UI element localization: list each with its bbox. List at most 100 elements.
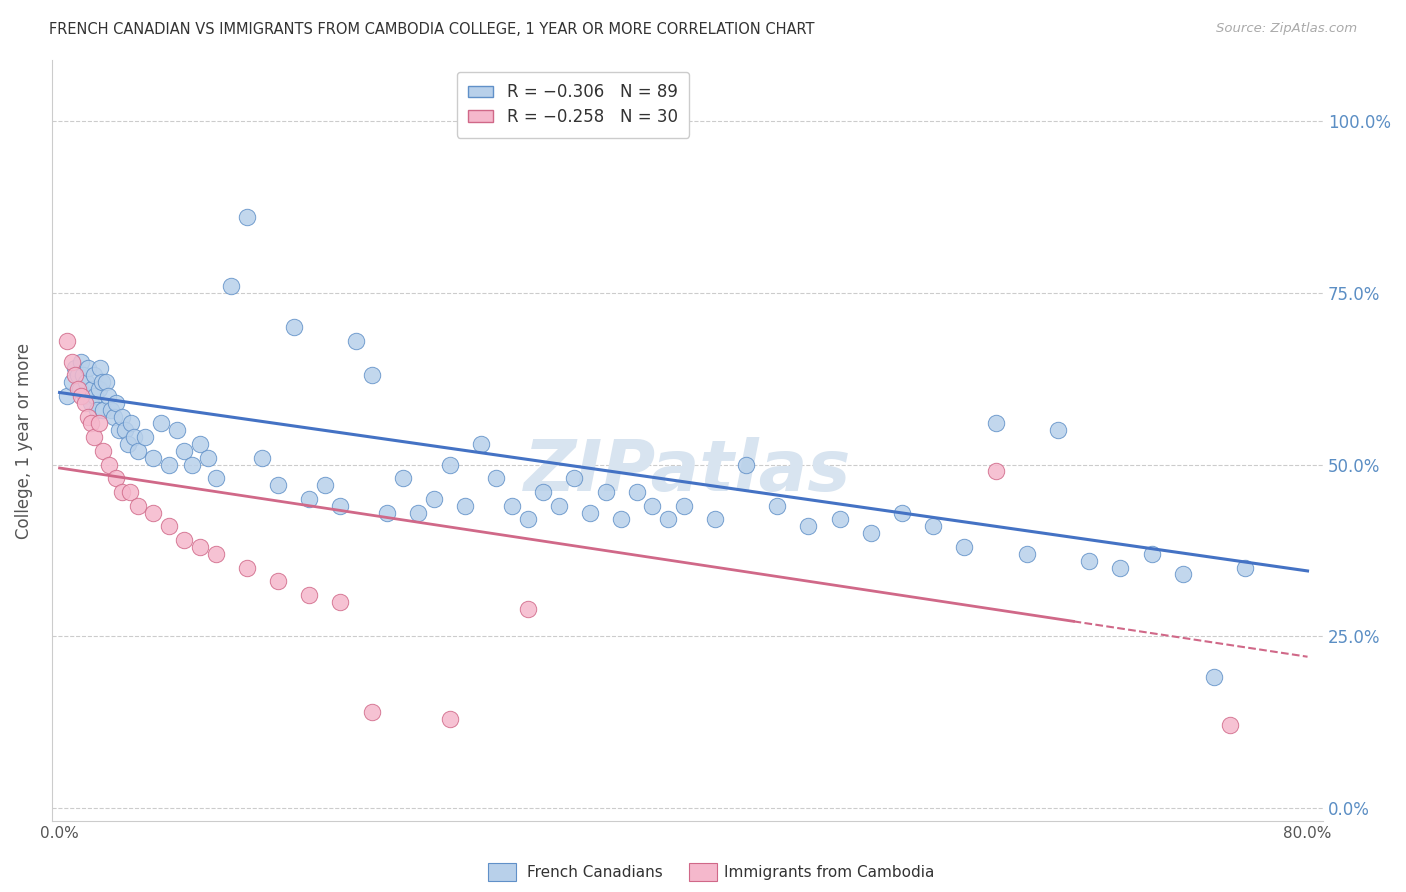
Point: [454, 499, 477, 513]
Point: [166, 423, 188, 437]
Point: [188, 437, 211, 451]
Point: [76, 409, 98, 424]
Point: [329, 595, 352, 609]
Point: [80, 417, 103, 431]
Point: [108, 423, 131, 437]
Y-axis label: College, 1 year or more: College, 1 year or more: [15, 343, 32, 539]
Point: [391, 471, 413, 485]
Point: [1078, 554, 1101, 568]
Point: [73, 389, 96, 403]
Point: [84, 389, 107, 403]
Point: [439, 458, 461, 472]
Point: [157, 519, 180, 533]
Point: [127, 499, 149, 513]
Point: [890, 506, 912, 520]
Point: [87, 417, 110, 431]
Point: [439, 711, 461, 725]
Point: [97, 389, 120, 403]
Point: [423, 491, 446, 506]
Point: [735, 458, 758, 472]
Point: [1218, 718, 1240, 732]
Point: [828, 512, 851, 526]
Point: [626, 485, 648, 500]
Point: [76, 361, 98, 376]
Point: [181, 458, 204, 472]
Point: [360, 705, 382, 719]
Point: [63, 368, 86, 383]
Point: [87, 382, 110, 396]
Point: [922, 519, 945, 533]
Point: [188, 540, 211, 554]
Point: [104, 396, 127, 410]
Point: [267, 478, 290, 492]
Point: [117, 437, 139, 451]
Point: [235, 560, 257, 574]
Point: [766, 499, 789, 513]
Point: [90, 375, 112, 389]
Point: [103, 409, 125, 424]
Point: [80, 396, 103, 410]
Point: [100, 402, 122, 417]
Point: [470, 437, 492, 451]
Point: [149, 417, 172, 431]
Point: [298, 588, 321, 602]
Legend: R = −0.306   N = 89, R = −0.258   N = 30: R = −0.306 N = 89, R = −0.258 N = 30: [457, 71, 689, 137]
Text: Immigrants from Cambodia: Immigrants from Cambodia: [724, 865, 935, 880]
Point: [1109, 560, 1132, 574]
Point: [344, 334, 367, 348]
Point: [516, 512, 538, 526]
Point: [157, 458, 180, 472]
Point: [60, 354, 83, 368]
Point: [91, 402, 114, 417]
Point: [70, 354, 93, 368]
Text: ZIPatlas: ZIPatlas: [524, 436, 851, 506]
Point: [120, 417, 142, 431]
Point: [298, 491, 321, 506]
Point: [595, 485, 617, 500]
Point: [562, 471, 585, 485]
Point: [314, 478, 336, 492]
Point: [56, 389, 79, 403]
Point: [610, 512, 633, 526]
Point: [516, 601, 538, 615]
Point: [142, 450, 165, 465]
Point: [953, 540, 976, 554]
Point: [984, 417, 1007, 431]
Point: [408, 506, 430, 520]
Point: [98, 458, 121, 472]
Point: [89, 361, 111, 376]
Point: [641, 499, 664, 513]
Point: [252, 450, 274, 465]
Point: [235, 211, 257, 225]
Point: [111, 409, 134, 424]
Point: [67, 368, 90, 383]
Point: [984, 464, 1007, 478]
Point: [83, 368, 105, 383]
Point: [219, 279, 242, 293]
Point: [173, 443, 195, 458]
Point: [267, 574, 290, 589]
Point: [485, 471, 508, 485]
Point: [96, 375, 118, 389]
Point: [73, 396, 96, 410]
Point: [283, 320, 305, 334]
Point: [657, 512, 679, 526]
Point: [104, 471, 127, 485]
Text: French Canadians: French Canadians: [527, 865, 664, 880]
Point: [114, 423, 136, 437]
Point: [703, 512, 725, 526]
Point: [204, 547, 226, 561]
Point: [797, 519, 820, 533]
Point: [134, 430, 156, 444]
Point: [72, 368, 94, 383]
Point: [86, 402, 108, 417]
Point: [859, 526, 882, 541]
Point: [124, 430, 146, 444]
Point: [91, 443, 114, 458]
Point: [1171, 567, 1194, 582]
Point: [1202, 670, 1225, 684]
Point: [1234, 560, 1257, 574]
Point: [1046, 423, 1069, 437]
Point: [70, 389, 93, 403]
Point: [75, 375, 97, 389]
